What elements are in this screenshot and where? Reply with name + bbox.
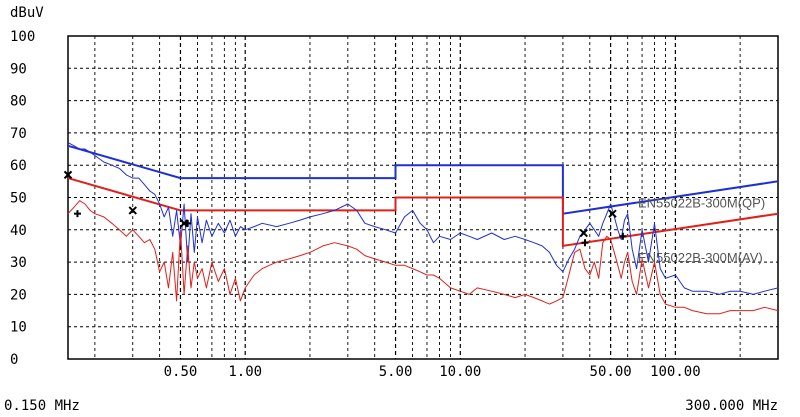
y-tick-label: 10	[10, 320, 27, 336]
y-tick-label: 60	[10, 158, 27, 174]
limit-line	[67, 177, 779, 248]
x-tick-label: 5.00	[379, 364, 413, 380]
x-tick-label: 10.00	[439, 364, 481, 380]
limit-line-label: EN55022B-300M(QP)	[638, 196, 765, 211]
peak-marker-x	[63, 170, 73, 180]
series-group	[67, 142, 779, 315]
y-tick-label: 0	[10, 352, 18, 368]
y-tick-label: 20	[10, 287, 27, 303]
y-tick-label: 100	[10, 29, 35, 45]
peak-marker-x	[579, 228, 588, 238]
peak-marker-x	[179, 219, 189, 228]
peak-marker-plus	[581, 239, 589, 247]
x-tick-label: 50.00	[590, 364, 632, 380]
x-tick-label: 100.00	[650, 364, 701, 380]
y-tick-label: 90	[10, 61, 27, 77]
x-range-start-label: 0.150 MHz	[4, 398, 80, 414]
peak-marker-plus	[73, 210, 81, 218]
y-tick-label: 50	[10, 191, 27, 207]
series-line	[67, 200, 779, 315]
y-tick-label: 70	[10, 126, 27, 142]
y-tick-label: 40	[10, 223, 27, 239]
limit-line-label: EN55022B-300M(AV)	[638, 250, 763, 265]
series-line	[67, 142, 779, 295]
peak-marker-plus	[184, 219, 192, 227]
plot-frame	[67, 35, 779, 360]
y-ticks: 0 10 20 30 40 50 60 70 80 90 100	[10, 29, 35, 368]
x-ticks: 0.50 1.00 5.00 10.00 50.00 100.00	[164, 364, 701, 380]
y-axis-label: dBuV	[10, 5, 44, 21]
x-tick-label: 1.00	[228, 364, 262, 380]
peak-marker-x	[608, 209, 617, 218]
y-tick-label: 80	[10, 94, 27, 110]
y-tick-label: 30	[10, 255, 27, 271]
x-tick-label: 0.50	[164, 364, 198, 380]
x-range-end-label: 300.000 MHz	[685, 398, 778, 414]
peak-marker-x	[128, 206, 137, 215]
peak-markers	[63, 170, 627, 247]
peak-marker-plus	[619, 232, 627, 240]
limit-lines: EN55022B-300M(QP) EN55022B-300M(AV)	[67, 144, 779, 265]
